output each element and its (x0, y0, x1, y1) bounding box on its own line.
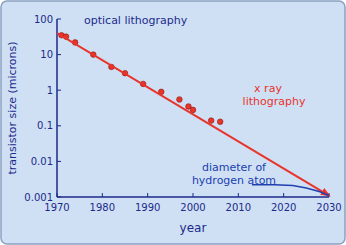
x-tick-label: 2020 (271, 202, 296, 213)
x-tick (193, 193, 194, 197)
data-point (208, 118, 214, 124)
x-tick-label: 2030 (316, 202, 341, 213)
label-line: diameter of (202, 161, 267, 174)
y-tick (57, 19, 61, 20)
y-tick-label: 0.01 (31, 156, 53, 167)
label-line: lithography (243, 95, 306, 108)
data-point (190, 107, 196, 113)
x-tick (102, 193, 103, 197)
y-tick (57, 54, 61, 55)
data-point (177, 97, 183, 103)
y-tick (57, 125, 61, 126)
arrow-line (57, 33, 329, 195)
plot-area (57, 32, 329, 195)
y-tick-label: 100 (34, 14, 53, 25)
x-tick-label: 1970 (44, 202, 69, 213)
x-tick (57, 193, 58, 197)
chart: 0.001 0.01 0.1 1 10 100 1970 1980 1990 2000 2010 20… (0, 0, 346, 245)
y-tick-label: 1 (47, 85, 53, 96)
data-point (217, 119, 223, 125)
y-axis (56, 19, 58, 197)
label-line: optical lithography (84, 14, 188, 27)
series-label: diameter ofhydrogen atom (192, 161, 276, 187)
y-tick (57, 90, 61, 91)
x-tick-label: 2000 (180, 202, 205, 213)
x-tick-label: 1990 (135, 202, 160, 213)
y-axis-label: transistor size (microns) (6, 41, 19, 174)
label-line: hydrogen atom (192, 174, 276, 187)
y-tick-label: 10 (40, 49, 53, 60)
x-axis-label: year (180, 221, 207, 235)
y-tick-label: 0.001 (24, 192, 53, 203)
background (1, 1, 345, 244)
series-label: x raylithography (243, 82, 306, 108)
x-tick (238, 193, 239, 197)
x-tick (147, 193, 148, 197)
x-tick-label: 2010 (226, 202, 251, 213)
series-label: optical lithography (84, 14, 188, 27)
x-tick-label: 1980 (90, 202, 115, 213)
x-tick (283, 193, 284, 197)
y-tick (57, 161, 61, 162)
label-line: x ray (254, 82, 282, 95)
y-tick (57, 197, 61, 198)
y-tick-label: 0.1 (37, 120, 53, 131)
